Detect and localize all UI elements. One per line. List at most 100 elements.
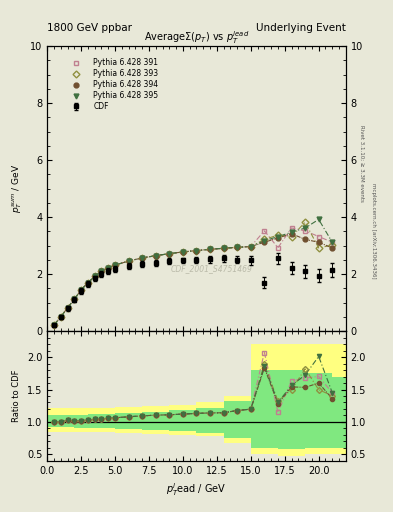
- Pythia 6.428 394: [153, 252, 158, 259]
- Pythia 6.428 394: [167, 250, 172, 257]
- Pythia 6.428 394: [86, 280, 90, 286]
- Bar: [101, 408, 115, 432]
- Bar: [224, 396, 251, 443]
- Pythia 6.428 395: [303, 225, 307, 231]
- Pythia 6.428 393: [275, 232, 280, 238]
- Pythia 6.428 393: [51, 322, 56, 328]
- Pythia 6.428 393: [208, 246, 213, 252]
- Pythia 6.428 391: [221, 245, 226, 251]
- Pythia 6.428 393: [248, 243, 253, 249]
- Pythia 6.428 395: [262, 238, 267, 244]
- Pythia 6.428 393: [106, 265, 110, 271]
- Pythia 6.428 395: [248, 243, 253, 249]
- Text: Rivet 3.1.10; ≥ 3.3M events: Rivet 3.1.10; ≥ 3.3M events: [360, 125, 365, 202]
- Pythia 6.428 391: [72, 296, 77, 303]
- Bar: [224, 401, 251, 438]
- Pythia 6.428 391: [92, 273, 97, 280]
- Pythia 6.428 393: [79, 287, 83, 293]
- Pythia 6.428 391: [303, 228, 307, 234]
- Pythia 6.428 393: [330, 242, 334, 248]
- Pythia 6.428 395: [221, 245, 226, 251]
- Pythia 6.428 395: [194, 247, 199, 253]
- Pythia 6.428 394: [248, 243, 253, 249]
- Pythia 6.428 391: [106, 265, 110, 271]
- Bar: [251, 344, 278, 454]
- Bar: [169, 410, 196, 431]
- Text: Underlying Event: Underlying Event: [256, 23, 346, 33]
- Pythia 6.428 394: [180, 249, 185, 255]
- Pythia 6.428 391: [167, 250, 172, 257]
- Pythia 6.428 394: [303, 237, 307, 243]
- Pythia 6.428 394: [316, 239, 321, 245]
- Pythia 6.428 395: [59, 314, 63, 320]
- Pythia 6.428 393: [59, 314, 63, 320]
- Bar: [305, 373, 332, 448]
- Pythia 6.428 395: [180, 249, 185, 255]
- Pythia 6.428 394: [289, 230, 294, 237]
- Pythia 6.428 393: [92, 273, 97, 280]
- Pythia 6.428 391: [316, 233, 321, 240]
- Text: 1800 GeV ppbar: 1800 GeV ppbar: [47, 23, 132, 33]
- Bar: [115, 414, 142, 429]
- Pythia 6.428 391: [113, 262, 118, 268]
- Pythia 6.428 393: [235, 244, 240, 250]
- Line: Pythia 6.428 391: Pythia 6.428 391: [51, 226, 335, 327]
- Pythia 6.428 393: [303, 219, 307, 225]
- Pythia 6.428 393: [167, 250, 172, 257]
- Bar: [115, 407, 142, 433]
- Pythia 6.428 395: [92, 273, 97, 280]
- Bar: [251, 370, 278, 448]
- Pythia 6.428 394: [59, 314, 63, 320]
- Pythia 6.428 391: [51, 322, 56, 328]
- Pythia 6.428 394: [208, 246, 213, 252]
- Pythia 6.428 391: [289, 225, 294, 231]
- Pythia 6.428 393: [289, 233, 294, 240]
- Bar: [332, 344, 346, 454]
- Pythia 6.428 391: [235, 244, 240, 250]
- Pythia 6.428 395: [208, 246, 213, 252]
- Pythia 6.428 395: [316, 217, 321, 223]
- Pythia 6.428 395: [289, 229, 294, 236]
- Pythia 6.428 393: [126, 258, 131, 264]
- Pythia 6.428 393: [113, 262, 118, 268]
- Pythia 6.428 391: [65, 305, 70, 311]
- Pythia 6.428 394: [113, 262, 118, 268]
- Pythia 6.428 391: [262, 228, 267, 234]
- Pythia 6.428 393: [153, 252, 158, 259]
- Pythia 6.428 391: [208, 246, 213, 252]
- Bar: [101, 414, 115, 429]
- Bar: [74, 408, 88, 432]
- Pythia 6.428 395: [106, 265, 110, 271]
- Pythia 6.428 391: [126, 258, 131, 264]
- Pythia 6.428 395: [79, 287, 83, 293]
- Bar: [278, 370, 305, 449]
- Y-axis label: Ratio to CDF: Ratio to CDF: [12, 370, 21, 422]
- Pythia 6.428 394: [235, 244, 240, 250]
- Pythia 6.428 394: [330, 245, 334, 251]
- Pythia 6.428 395: [51, 322, 56, 328]
- Pythia 6.428 395: [140, 255, 145, 261]
- Pythia 6.428 395: [113, 262, 118, 268]
- Pythia 6.428 395: [126, 258, 131, 264]
- Bar: [88, 414, 101, 429]
- Pythia 6.428 394: [79, 287, 83, 293]
- Pythia 6.428 393: [262, 237, 267, 243]
- Pythia 6.428 393: [86, 280, 90, 286]
- Pythia 6.428 393: [221, 245, 226, 251]
- Pythia 6.428 391: [79, 287, 83, 293]
- Pythia 6.428 391: [248, 243, 253, 249]
- Line: Pythia 6.428 395: Pythia 6.428 395: [51, 217, 335, 327]
- Pythia 6.428 391: [140, 255, 145, 261]
- Pythia 6.428 393: [194, 247, 199, 253]
- Pythia 6.428 394: [221, 245, 226, 251]
- Pythia 6.428 395: [72, 296, 77, 303]
- Bar: [142, 407, 169, 434]
- Legend: Pythia 6.428 391, Pythia 6.428 393, Pythia 6.428 394, Pythia 6.428 395, CDF: Pythia 6.428 391, Pythia 6.428 393, Pyth…: [63, 58, 159, 111]
- Pythia 6.428 395: [235, 244, 240, 250]
- Bar: [88, 408, 101, 432]
- X-axis label: $p_T^{l}$ead / GeV: $p_T^{l}$ead / GeV: [166, 481, 227, 498]
- Pythia 6.428 394: [140, 255, 145, 261]
- Bar: [332, 376, 346, 448]
- Pythia 6.428 394: [106, 265, 110, 271]
- Pythia 6.428 395: [86, 280, 90, 286]
